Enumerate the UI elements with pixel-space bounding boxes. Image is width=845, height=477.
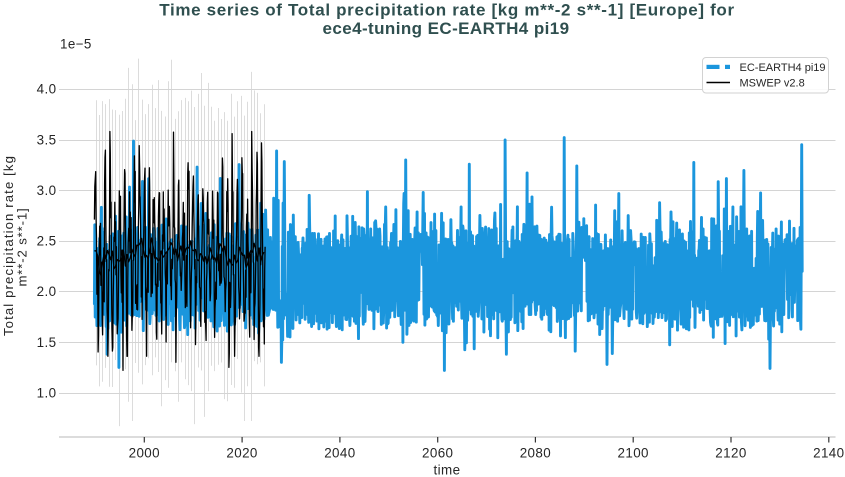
svg-text:2020: 2020 [226, 446, 257, 461]
svg-text:MSWEP v2.8: MSWEP v2.8 [740, 77, 805, 89]
svg-text:1e−5: 1e−5 [60, 37, 92, 52]
svg-text:4.0: 4.0 [37, 82, 57, 97]
svg-text:2080: 2080 [520, 446, 551, 461]
svg-text:EC-EARTH4 pi19: EC-EARTH4 pi19 [740, 62, 826, 74]
svg-text:1.5: 1.5 [37, 335, 57, 350]
svg-text:ece4-tuning EC-EARTH4 pi19: ece4-tuning EC-EARTH4 pi19 [322, 19, 569, 38]
svg-text:2140: 2140 [813, 446, 844, 461]
svg-text:3.5: 3.5 [37, 132, 57, 147]
svg-text:time: time [434, 463, 461, 477]
svg-text:1.0: 1.0 [37, 385, 57, 400]
svg-text:2040: 2040 [324, 446, 355, 461]
svg-text:Time series of Total precipita: Time series of Total precipitation rate … [159, 1, 735, 20]
svg-text:2120: 2120 [715, 446, 746, 461]
svg-text:3.0: 3.0 [37, 183, 57, 198]
svg-text:m**-2 s**-1]: m**-2 s**-1] [15, 207, 30, 286]
svg-text:Total precipitation rate [kg: Total precipitation rate [kg [1, 155, 16, 336]
svg-text:2060: 2060 [422, 446, 453, 461]
svg-text:2100: 2100 [618, 446, 649, 461]
svg-text:2.0: 2.0 [37, 284, 57, 299]
svg-text:2.5: 2.5 [37, 234, 57, 249]
svg-text:2000: 2000 [129, 446, 160, 461]
